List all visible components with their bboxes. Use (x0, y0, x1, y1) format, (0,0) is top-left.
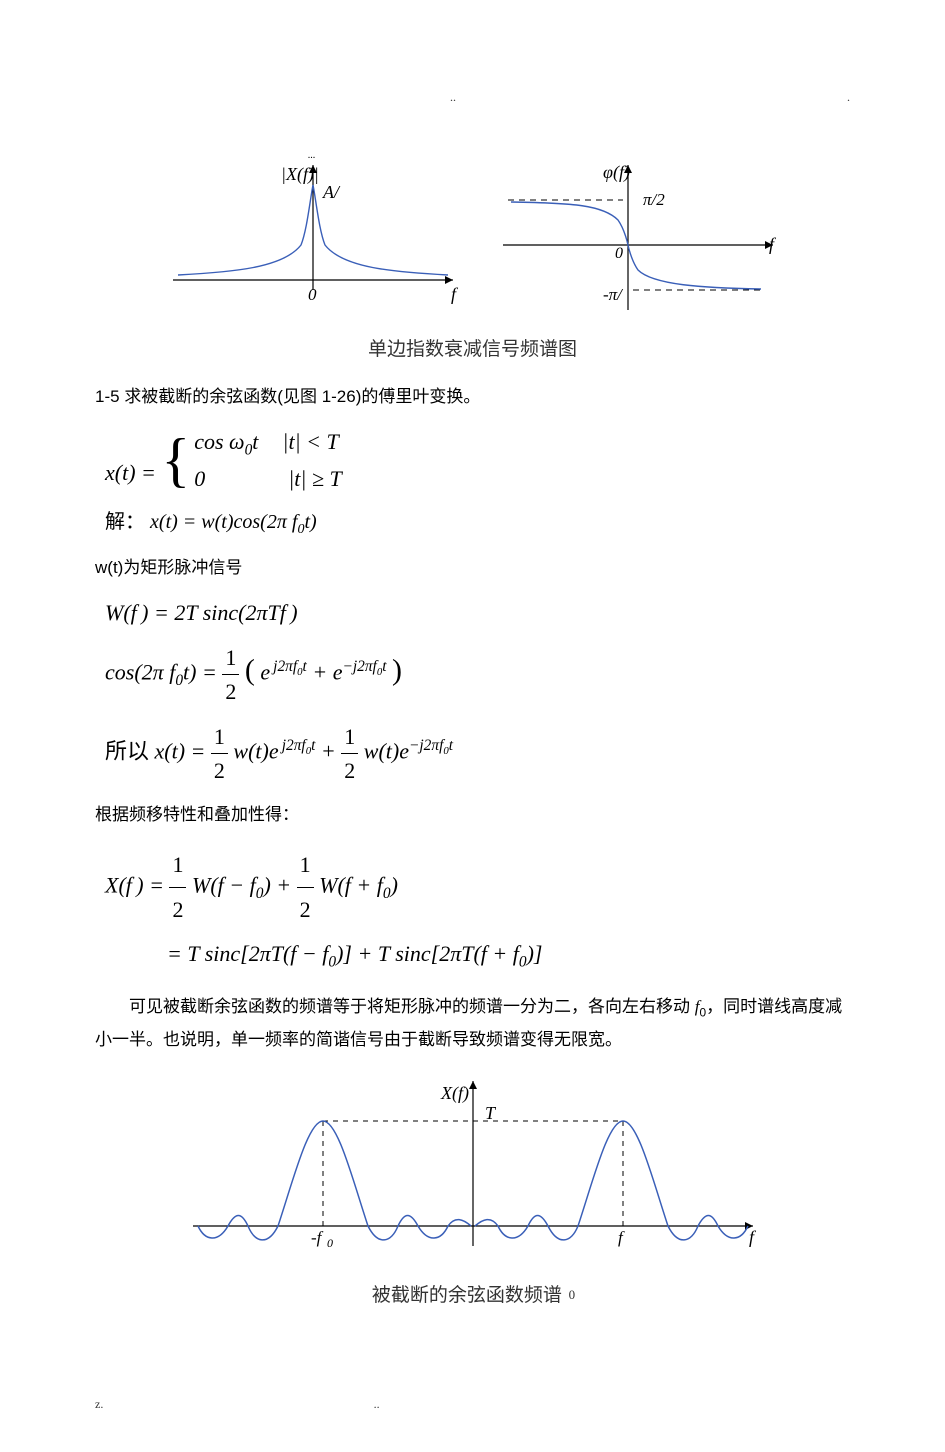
svg-text:|X(f)|: |X(f)| (281, 164, 319, 185)
eq1-cond1: |t| < T (282, 425, 338, 462)
equation-Xf: X(f ) = 12 W(f − f0) + 12 W(f + f0) = T … (105, 843, 850, 978)
equation-piecewise: x(t) = { cos ω0t |t| < T 0 |t| ≥ T (105, 425, 850, 495)
problem-text: 求被截断的余弦函数(见图 1-26)的傅里叶变换。 (124, 387, 480, 406)
conclusion: 可见被截断余弦函数的频谱等于将矩形脉冲的频谱一分为二，各向左右移动 f0，同时谱… (95, 991, 850, 1056)
footer-left: z. (95, 1397, 103, 1412)
fig2-caption-text: 被截断的余弦函数频谱 (372, 1285, 562, 1306)
freq-shift-note: 根据频移特性和叠加性得： (95, 799, 850, 831)
eq5-pre: 所以 (105, 739, 149, 764)
svg-text:...: ... (308, 150, 316, 161)
svg-text:0: 0 (615, 245, 623, 262)
svg-text:0: 0 (327, 1236, 333, 1250)
equation-xt-expand: 所以 x(t) = 12 w(t)e j2πf0t + 12 w(t)e−j2π… (105, 720, 850, 787)
svg-text:f: f (618, 1228, 625, 1247)
svg-text:-f: -f (311, 1228, 324, 1247)
equation-W: W(f ) = 2T sinc(2πTf ) (105, 596, 850, 629)
fig2-caption-suffix: 0 (569, 1287, 576, 1302)
figure-2-caption: 被截断的余弦函数频谱 0 (95, 1280, 850, 1307)
figure-2: X(f) T -f0 f f 被截断的余弦函数频谱 0 (95, 1066, 850, 1307)
svg-text:T: T (485, 1103, 497, 1123)
figure-2-svg: X(f) T -f0 f f (173, 1066, 773, 1276)
svg-text:π/2: π/2 (643, 190, 665, 209)
svg-text:f: f (749, 1227, 757, 1247)
wt-note: w(t)为矩形脉冲信号 (95, 552, 850, 584)
equation-cos-expand: cos(2π f0t) = 12 ( e j2πf0t + e−j2πf0t ) (105, 641, 850, 708)
header-dots-right: . (847, 90, 850, 105)
figure-1-caption: 单边指数衰减信号频谱图 (95, 334, 850, 361)
figure-1: |X(f)| A/ 0 f ... φ(f) π/2 (95, 140, 850, 361)
svg-text:-π/: -π/ (603, 285, 624, 304)
figure-1-svg: |X(f)| A/ 0 f ... φ(f) π/2 (153, 140, 793, 330)
header-dots-center: .. (450, 90, 456, 105)
svg-text:A/: A/ (322, 182, 341, 202)
eq1-case1: cos ω0t (194, 425, 258, 462)
svg-text:f: f (769, 234, 777, 254)
svg-text:f: f (451, 284, 459, 304)
svg-text:X(f): X(f) (440, 1083, 469, 1104)
eq2: x(t) = w(t)cos(2π f0t) (150, 511, 317, 533)
eq1-cond2: |t| ≥ T (288, 462, 342, 495)
eq1-case2: 0 (194, 462, 264, 495)
problem-number: 1-5 (95, 387, 120, 406)
svg-text:0: 0 (308, 285, 317, 304)
problem-line: 1-5 求被截断的余弦函数(见图 1-26)的傅里叶变换。 (95, 381, 850, 413)
svg-text:φ(f): φ(f) (603, 162, 630, 183)
solution-line-1: 解： x(t) = w(t)cos(2π f0t) (105, 507, 850, 540)
eq1-lhs: x(t) = (105, 460, 161, 485)
footer-center: .. (374, 1397, 380, 1412)
sol-label: 解： (105, 511, 145, 533)
